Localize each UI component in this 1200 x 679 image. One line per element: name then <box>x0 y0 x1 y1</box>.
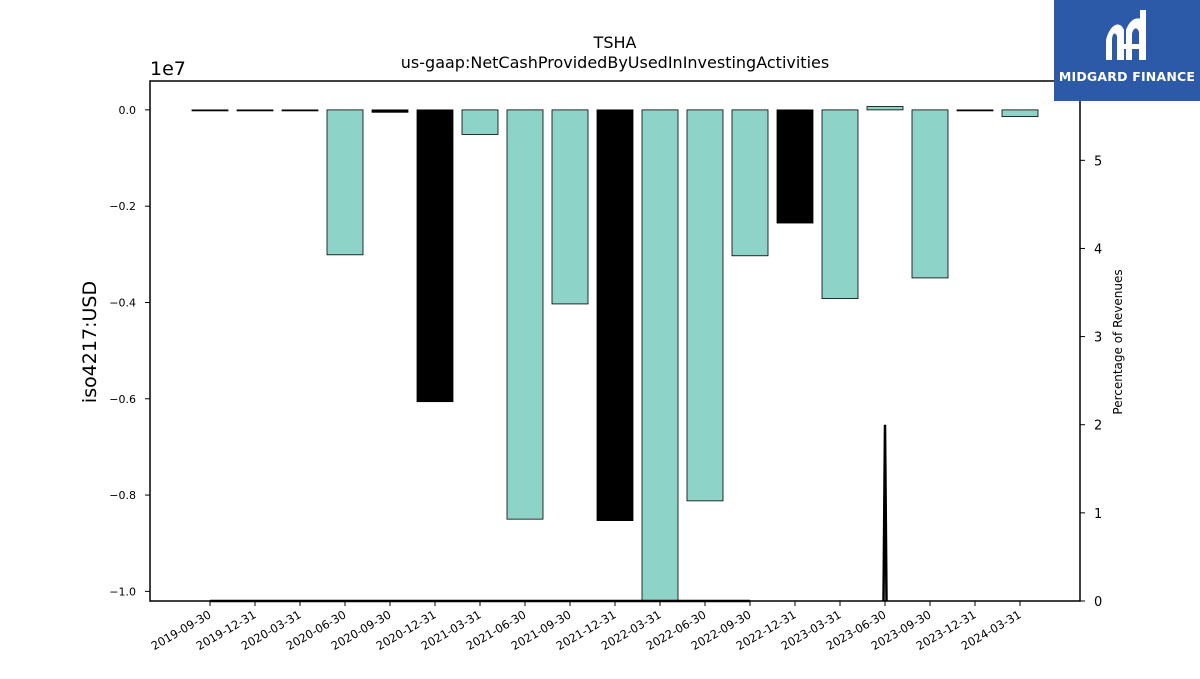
bar-2022-03-31 <box>641 109 679 602</box>
bar-2021-12-31 <box>596 109 634 521</box>
bar-2020-09-30 <box>371 109 409 113</box>
secondary-y-axis-label: Percentage of Revenues <box>1111 269 1125 414</box>
brand-name: MIDGARD FINANCE <box>1058 69 1196 84</box>
y-tick-label: −0.4 <box>109 296 136 309</box>
y2-tick-label: 0 <box>1094 595 1102 610</box>
y2-tick-label: 2 <box>1094 419 1102 434</box>
chart-subtitle: us-gaap:NetCashProvidedByUsedInInvesting… <box>401 53 829 72</box>
y-tick-label: −0.6 <box>109 393 136 406</box>
secondary-line-spike <box>882 424 888 602</box>
bar-2023-03-31 <box>821 109 859 300</box>
midgard-logo-icon <box>1106 10 1146 60</box>
y-tick-label: −1.0 <box>109 585 136 598</box>
bar-2021-09-30 <box>551 109 589 305</box>
bar-2020-12-31 <box>416 109 454 403</box>
bar-2019-09-30 <box>191 109 229 112</box>
bar-2022-06-30 <box>686 109 724 502</box>
y-tick-label: −0.8 <box>109 489 136 502</box>
y-tick-label: 0.0 <box>119 104 137 117</box>
bar-2022-09-30 <box>731 109 769 257</box>
bar-2021-06-30 <box>506 109 544 520</box>
bar-2022-12-31 <box>776 109 814 224</box>
midgard-finance-logo: MIDGARD FINANCE <box>1054 0 1200 101</box>
bar-2023-06-30 <box>866 106 904 111</box>
bar-2020-03-31 <box>281 109 319 112</box>
bar-2021-03-31 <box>461 109 499 135</box>
y-axis-label: iso4217:USD <box>79 281 101 403</box>
bar-2023-09-30 <box>911 109 949 279</box>
y2-tick-label: 3 <box>1094 331 1102 346</box>
bar-2023-12-31 <box>956 109 994 112</box>
y2-tick-label: 1 <box>1094 507 1102 522</box>
y2-tick-label: 4 <box>1094 242 1102 257</box>
y-tick-label: −0.2 <box>109 200 136 213</box>
bar-2024-03-31 <box>1001 109 1039 118</box>
y-axis-scale-label: 1e7 <box>150 58 186 80</box>
bar-2020-06-30 <box>326 109 364 256</box>
bar-2019-12-31 <box>236 109 274 112</box>
y2-tick-label: 5 <box>1094 154 1102 169</box>
chart-title: TSHA <box>593 33 637 52</box>
